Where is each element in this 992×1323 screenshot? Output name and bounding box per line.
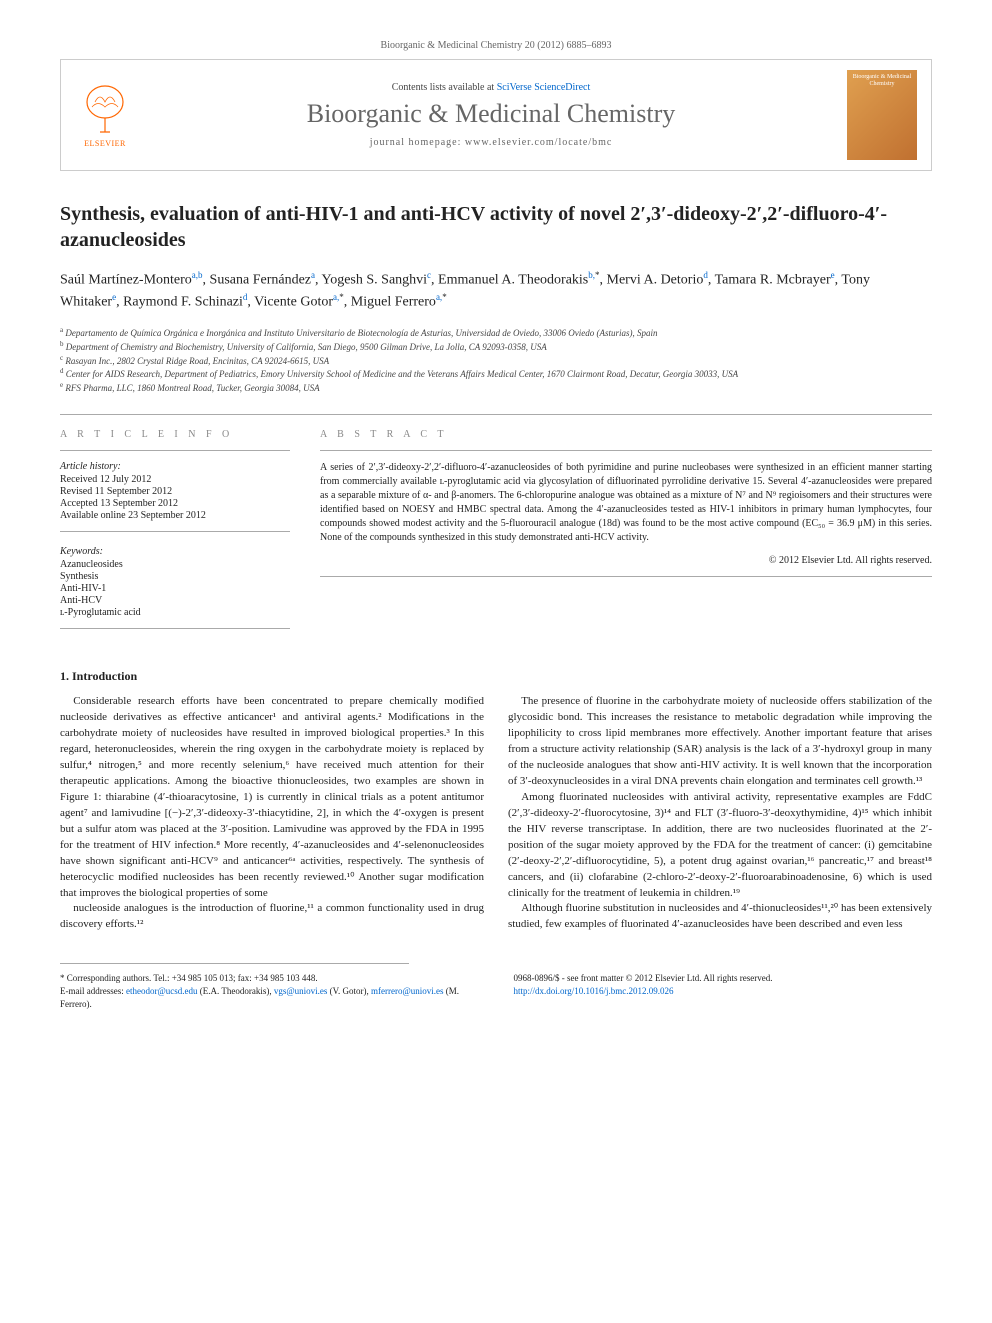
homepage-url[interactable]: www.elsevier.com/locate/bmc — [465, 137, 612, 148]
history-label: Article history: — [60, 461, 290, 472]
elsevier-label: ELSEVIER — [84, 139, 126, 148]
footer-right: 0968-0896/$ - see front matter © 2012 El… — [513, 972, 932, 1010]
history-list: Received 12 July 2012Revised 11 Septembe… — [60, 474, 290, 521]
body-p1: Considerable research efforts have been … — [60, 694, 484, 901]
body-section: 1. Introduction Considerable research ef… — [60, 669, 932, 933]
footer: * Corresponding authors. Tel.: +34 985 1… — [60, 972, 932, 1010]
elsevier-tree-icon — [80, 82, 130, 137]
issn-line: 0968-0896/$ - see front matter © 2012 El… — [513, 972, 932, 985]
email-prefix: E-mail addresses: — [60, 986, 126, 996]
abstract-rule-2 — [320, 576, 932, 577]
footer-separator — [60, 963, 409, 964]
body-p4: Among fluorinated nucleosides with antiv… — [508, 790, 932, 902]
body-columns: Considerable research efforts have been … — [60, 694, 932, 933]
header-center: Contents lists available at SciVerse Sci… — [147, 82, 835, 148]
elsevier-logo: ELSEVIER — [75, 80, 135, 150]
journal-header-box: ELSEVIER Contents lists available at Sci… — [60, 59, 932, 171]
affiliations-list: a Departamento de Química Orgánica e Ino… — [60, 326, 932, 394]
info-abstract-row: A R T I C L E I N F O Article history: R… — [60, 414, 932, 639]
corresponding-label: * Corresponding authors. Tel.: +34 985 1… — [60, 972, 479, 985]
contents-line: Contents lists available at SciVerse Sci… — [147, 82, 835, 93]
info-rule-3 — [60, 628, 290, 629]
abstract-rule-1 — [320, 450, 932, 451]
cover-thumb-text: Bioorganic & Medicinal Chemistry — [851, 74, 913, 87]
copyright-line: © 2012 Elsevier Ltd. All rights reserved… — [320, 555, 932, 566]
journal-name: Bioorganic & Medicinal Chemistry — [147, 99, 835, 129]
footer-left: * Corresponding authors. Tel.: +34 985 1… — [60, 972, 479, 1010]
article-info-column: A R T I C L E I N F O Article history: R… — [60, 429, 290, 639]
journal-cover-thumb: Bioorganic & Medicinal Chemistry — [847, 70, 917, 160]
authors-list: Saúl Martínez-Monteroa,b, Susana Fernánd… — [60, 269, 932, 312]
section-1-heading: 1. Introduction — [60, 669, 932, 684]
info-rule-2 — [60, 531, 290, 532]
sciencedirect-link[interactable]: SciVerse ScienceDirect — [497, 82, 591, 93]
contents-prefix: Contents lists available at — [392, 82, 497, 93]
article-info-heading: A R T I C L E I N F O — [60, 429, 290, 440]
abstract-text: A series of 2′,3′-dideoxy-2′,2′-difluoro… — [320, 461, 932, 545]
citation-line: Bioorganic & Medicinal Chemistry 20 (201… — [60, 40, 932, 51]
homepage-prefix: journal homepage: — [370, 137, 465, 148]
keywords-label: Keywords: — [60, 546, 290, 557]
info-rule-1 — [60, 450, 290, 451]
homepage-line: journal homepage: www.elsevier.com/locat… — [147, 137, 835, 148]
abstract-heading: A B S T R A C T — [320, 429, 932, 440]
body-p3: The presence of fluorine in the carbohyd… — [508, 694, 932, 790]
abstract-column: A B S T R A C T A series of 2′,3′-dideox… — [320, 429, 932, 639]
article-title: Synthesis, evaluation of anti-HIV-1 and … — [60, 201, 932, 253]
body-p5: Although fluorine substitution in nucleo… — [508, 901, 932, 933]
body-p2: nucleoside analogues is the introduction… — [60, 901, 484, 933]
email-line: E-mail addresses: etheodor@ucsd.edu (E.A… — [60, 985, 479, 1010]
doi-line: http://dx.doi.org/10.1016/j.bmc.2012.09.… — [513, 985, 932, 998]
doi-link[interactable]: http://dx.doi.org/10.1016/j.bmc.2012.09.… — [513, 986, 673, 996]
keywords-list: AzanucleosidesSynthesisAnti-HIV-1Anti-HC… — [60, 559, 290, 618]
